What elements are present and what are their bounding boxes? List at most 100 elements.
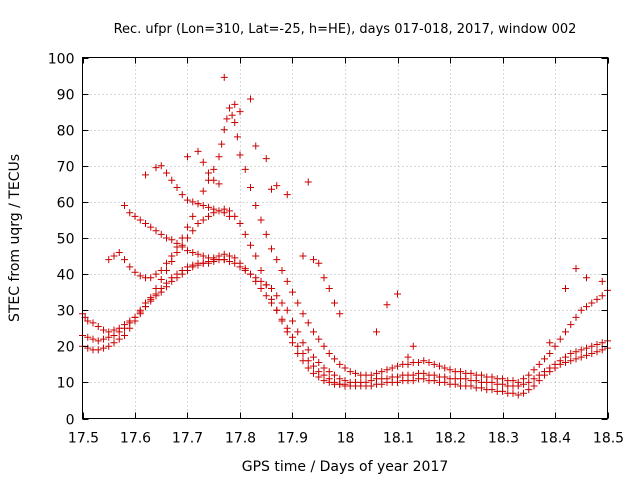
- data-point-marker: [567, 321, 575, 329]
- x-axis-label: GPS time / Days of year 2017: [242, 459, 449, 475]
- data-point-marker: [136, 310, 144, 318]
- data-point-marker: [310, 353, 317, 361]
- data-point-marker: [262, 155, 270, 163]
- data-point-marker: [283, 277, 291, 285]
- data-point-marker: [551, 364, 559, 372]
- data-point-marker: [572, 265, 580, 273]
- data-point-marker: [341, 364, 349, 372]
- data-point-marker: [189, 212, 197, 220]
- data-point-marker: [168, 236, 176, 244]
- data-point-marker: [199, 252, 207, 260]
- data-point-marker: [121, 202, 128, 210]
- data-point-marker: [131, 317, 139, 325]
- data-point-marker: [147, 294, 155, 302]
- data-point-marker: [299, 310, 307, 318]
- data-point-marker: [415, 359, 422, 367]
- data-point-marker: [583, 344, 590, 352]
- data-point-marker: [289, 288, 296, 296]
- y-tick-label: 0: [66, 413, 75, 429]
- data-point-marker: [420, 375, 428, 383]
- data-point-marker: [583, 274, 590, 282]
- data-point-marker: [210, 254, 218, 262]
- data-point-marker: [320, 377, 328, 385]
- data-point-marker: [252, 202, 260, 210]
- data-point-marker: [541, 355, 548, 363]
- data-point-marker: [121, 256, 128, 264]
- data-point-marker: [220, 256, 228, 264]
- x-tick-label: 17.8: [225, 431, 256, 447]
- data-point-marker: [278, 317, 286, 325]
- data-point-marker: [441, 378, 449, 386]
- data-point-marker: [273, 256, 281, 264]
- x-tick-label: 18.3: [488, 431, 519, 447]
- data-point-marker: [257, 266, 265, 274]
- data-point-marker: [430, 377, 438, 385]
- data-point-marker: [178, 243, 186, 251]
- data-point-marker: [346, 368, 354, 376]
- data-point-marker: [231, 254, 239, 262]
- data-point-marker: [283, 191, 291, 199]
- y-tick-labels: 0 10 20 30 40 50 60 70 80 90 100: [48, 52, 75, 429]
- data-point-marker: [509, 377, 517, 385]
- y-tick-label: 50: [57, 232, 75, 248]
- y-tick-label: 60: [57, 196, 75, 212]
- data-point-marker: [325, 378, 333, 386]
- data-point-marker: [147, 223, 155, 231]
- data-point-marker: [215, 207, 223, 215]
- data-point-marker: [467, 382, 475, 390]
- data-point-marker: [320, 342, 328, 350]
- data-point-marker: [488, 373, 496, 381]
- data-point-marker: [168, 252, 176, 260]
- data-point-marker: [189, 227, 197, 235]
- data-point-marker: [530, 375, 538, 383]
- data-point-marker: [331, 299, 338, 307]
- data-point-marker: [378, 368, 386, 376]
- data-point-marker: [220, 73, 228, 81]
- data-point-marker: [567, 350, 575, 358]
- data-point-marker: [425, 359, 433, 367]
- data-point-marker: [583, 351, 590, 359]
- data-point-marker: [126, 209, 134, 217]
- data-point-marker: [89, 319, 97, 327]
- data-point-marker: [420, 357, 428, 365]
- data-point-marker: [373, 369, 380, 377]
- data-point-marker: [336, 380, 344, 388]
- data-point-marker: [157, 162, 165, 170]
- data-point-marker: [478, 384, 485, 392]
- data-point-marker: [593, 340, 601, 348]
- data-point-marker: [220, 126, 228, 134]
- data-point-marker: [184, 223, 191, 231]
- data-point-marker: [262, 230, 270, 238]
- data-point-marker: [488, 386, 496, 394]
- data-point-marker: [283, 328, 291, 336]
- data-point-marker: [215, 153, 223, 161]
- data-point-marker: [194, 200, 202, 208]
- data-point-marker: [142, 303, 149, 311]
- data-point-marker: [320, 274, 328, 282]
- data-point-marker: [247, 241, 254, 249]
- data-point-marker: [268, 185, 275, 193]
- data-point-marker: [152, 227, 160, 235]
- data-point-marker: [562, 285, 569, 293]
- data-point-marker: [294, 328, 302, 336]
- x-tick-label: 18: [337, 431, 355, 447]
- data-point-marker: [226, 257, 233, 265]
- data-point-marker: [136, 216, 144, 224]
- data-point-marker: [189, 261, 197, 269]
- data-point-marker: [451, 380, 459, 388]
- data-point-marker: [394, 378, 401, 386]
- data-point-marker: [131, 268, 139, 276]
- data-point-marker: [252, 252, 260, 260]
- data-point-marker: [194, 147, 202, 155]
- data-point-marker: [226, 104, 233, 112]
- data-point-marker: [404, 353, 412, 361]
- data-point-marker: [588, 299, 596, 307]
- data-point-marker: [556, 360, 564, 368]
- data-point-marker: [163, 234, 170, 242]
- plot-frame: [82, 57, 608, 419]
- y-tick-label: 40: [57, 268, 75, 284]
- data-point-marker: [315, 373, 323, 381]
- data-point-marker: [273, 182, 281, 190]
- data-point-marker: [367, 371, 375, 379]
- data-point-marker: [168, 274, 176, 282]
